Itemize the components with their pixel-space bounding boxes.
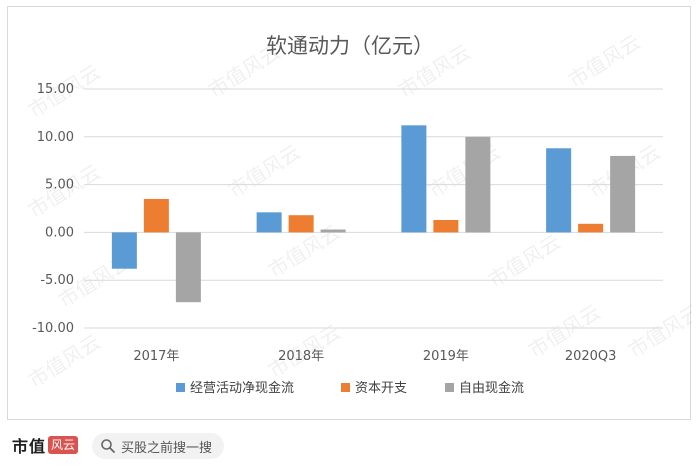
watermark-text: 市值风云: [484, 230, 565, 293]
x-category-label: 2017年: [133, 349, 179, 364]
legend-swatch: [176, 383, 185, 392]
brand-logo[interactable]: 市值 风云: [12, 432, 79, 458]
watermark-text: 市值风云: [24, 330, 105, 393]
legend: 经营活动净现金流 资本开支 自由现金流: [176, 380, 524, 396]
chart-title: 软通动力（亿元）: [266, 34, 434, 58]
watermark-text: 市值风云: [624, 300, 692, 363]
gridlines: [84, 88, 663, 329]
x-category-label: 2020Q3: [565, 349, 617, 364]
legend-swatch: [445, 383, 454, 392]
search-placeholder: 买股之前搜一搜: [121, 440, 213, 456]
y-tick-label: 10.00: [37, 130, 74, 145]
watermark-text: 市值风云: [224, 140, 305, 203]
bar: [465, 136, 491, 233]
bar: [111, 232, 137, 269]
legend-label: 自由现金流: [459, 380, 524, 396]
watermark-text: 市值风云: [424, 140, 505, 203]
search-bar[interactable]: 买股之前搜一搜: [92, 433, 225, 459]
bar: [175, 232, 201, 303]
bar: [401, 125, 427, 233]
y-tick-label: -5.00: [40, 273, 74, 288]
legend-label: 经营活动净现金流: [190, 380, 294, 396]
y-tick-label: -10.00: [32, 321, 74, 336]
search-icon: [101, 439, 115, 453]
y-tick-label: 5.00: [45, 178, 74, 193]
bar: [578, 223, 604, 233]
bar: [288, 215, 314, 233]
brand-name: 市值: [12, 437, 47, 456]
bars: [111, 125, 636, 303]
watermark-text: 市值风云: [564, 30, 645, 93]
brand-mark: 风云: [48, 436, 79, 454]
y-axis-ticks: 15.00 10.00 5.00 0.00 -5.00 -10.00: [32, 82, 74, 336]
bar: [546, 148, 572, 233]
bar: [320, 229, 346, 233]
bar: [610, 155, 636, 233]
x-axis-categories: 2017年 2018年 2019年 2020Q3: [133, 349, 616, 364]
x-category-label: 2018年: [278, 349, 324, 364]
x-category-label: 2019年: [423, 349, 469, 364]
bar: [143, 198, 169, 233]
legend-label: 资本开支: [355, 381, 407, 396]
y-tick-label: 15.00: [37, 82, 74, 97]
chart-frame: 市值风云 市值风云 市值风云 市值风云 市值风云 市值风云 市值风云 市值风云 市值风云 市值风云…: [7, 6, 692, 420]
footer: 市值 风云 买股之前搜一搜: [0, 424, 700, 466]
bar: [433, 219, 459, 233]
bar: [256, 212, 282, 233]
y-tick-label: 0.00: [45, 225, 74, 240]
legend-swatch: [341, 383, 350, 392]
